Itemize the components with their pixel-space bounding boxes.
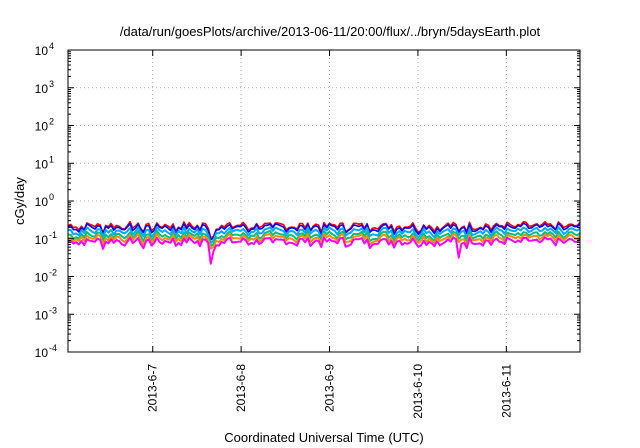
x-axis-ticks: 2013-6-7 2013-6-8 2013-6-9 2013-6-10 2013-6-…: [146, 50, 513, 419]
y-tick-label: 10: [35, 157, 49, 171]
y-tick-exponent: 0: [49, 192, 54, 202]
y-tick-label: 10: [35, 271, 49, 285]
y-tick-exponent: 3: [49, 79, 54, 89]
x-axis-label: Coordinated Universal Time (UTC): [224, 430, 423, 445]
y-tick-exponent: -3: [49, 305, 57, 315]
y-tick-exponent: 2: [49, 117, 54, 127]
gridlines: [68, 50, 580, 352]
chart-title: /data/run/goesPlots/archive/2013-06-11/2…: [120, 24, 541, 39]
y-tick-exponent: 4: [49, 41, 54, 51]
series-line: [67, 236, 581, 265]
series-line: [68, 226, 581, 245]
y-tick-label: 10: [35, 120, 49, 134]
y-tick-label: 10: [35, 195, 49, 209]
y-tick-exponent: 1: [49, 154, 54, 164]
y-tick-label: 10: [35, 44, 49, 58]
y-tick-exponent: -4: [49, 343, 57, 353]
series-line: [67, 220, 581, 239]
y-tick-label: 10: [35, 82, 49, 96]
y-tick-label: 10: [35, 308, 49, 322]
y-axis-label: cGy/day: [12, 177, 27, 225]
series-line: [67, 229, 581, 248]
x-tick-label: 2013-6-11: [499, 364, 513, 418]
x-tick-label: 2013-6-10: [411, 364, 425, 419]
y-tick-exponent: -2: [49, 268, 57, 278]
y-tick-exponent: -1: [49, 230, 57, 240]
x-tick-label: 2013-6-7: [146, 364, 160, 412]
x-tick-label: 2013-6-8: [234, 364, 248, 412]
y-tick-label: 10: [35, 346, 49, 360]
y-tick-label: 10: [35, 233, 49, 247]
data-series: [67, 220, 581, 265]
series-line: [67, 232, 581, 250]
series-line: [67, 222, 581, 241]
x-tick-label: 2013-6-9: [323, 364, 337, 412]
